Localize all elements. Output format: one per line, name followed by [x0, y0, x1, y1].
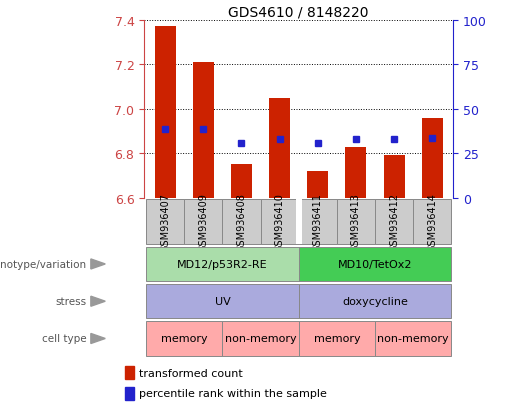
- Text: stress: stress: [56, 297, 87, 306]
- Text: transformed count: transformed count: [139, 368, 242, 378]
- Bar: [231, 165, 252, 198]
- Text: MD10/TetOx2: MD10/TetOx2: [338, 259, 412, 269]
- Bar: [269, 98, 290, 198]
- Polygon shape: [91, 259, 105, 269]
- Bar: [154, 27, 176, 198]
- Text: GSM936407: GSM936407: [160, 192, 170, 252]
- Bar: [193, 63, 214, 198]
- Bar: [296, 199, 302, 245]
- Bar: [146, 322, 222, 356]
- Bar: [422, 119, 443, 198]
- Bar: [413, 199, 451, 245]
- Text: GSM936410: GSM936410: [274, 192, 285, 252]
- Bar: [146, 285, 299, 318]
- Text: non-memory: non-memory: [225, 334, 296, 344]
- Bar: [375, 322, 451, 356]
- Text: genotype/variation: genotype/variation: [0, 259, 87, 269]
- Bar: [299, 247, 451, 281]
- Polygon shape: [91, 334, 105, 344]
- Text: cell type: cell type: [42, 334, 87, 344]
- Text: non-memory: non-memory: [377, 334, 449, 344]
- Bar: [222, 322, 299, 356]
- Bar: [299, 199, 337, 245]
- Bar: [146, 199, 184, 245]
- Text: memory: memory: [161, 334, 208, 344]
- Text: GSM936412: GSM936412: [389, 192, 399, 252]
- Text: GSM936408: GSM936408: [236, 192, 247, 252]
- Bar: [299, 322, 375, 356]
- Bar: [346, 147, 366, 198]
- Bar: [222, 199, 261, 245]
- Text: UV: UV: [215, 297, 230, 306]
- Bar: [307, 172, 328, 198]
- Bar: [184, 199, 222, 245]
- Text: MD12/p53R2-RE: MD12/p53R2-RE: [177, 259, 268, 269]
- Bar: [125, 366, 133, 379]
- Text: GSM936414: GSM936414: [427, 192, 437, 252]
- Text: GSM936411: GSM936411: [313, 192, 323, 252]
- Text: doxycycline: doxycycline: [342, 297, 408, 306]
- Text: GSM936409: GSM936409: [198, 192, 209, 252]
- Bar: [299, 285, 451, 318]
- Bar: [146, 247, 299, 281]
- Bar: [261, 199, 299, 245]
- Bar: [125, 387, 133, 400]
- Text: percentile rank within the sample: percentile rank within the sample: [139, 388, 327, 399]
- Text: memory: memory: [314, 334, 360, 344]
- Text: GSM936413: GSM936413: [351, 192, 361, 252]
- Bar: [337, 199, 375, 245]
- Bar: [375, 199, 413, 245]
- Polygon shape: [91, 297, 105, 306]
- Bar: [384, 156, 405, 198]
- Title: GDS4610 / 8148220: GDS4610 / 8148220: [229, 5, 369, 19]
